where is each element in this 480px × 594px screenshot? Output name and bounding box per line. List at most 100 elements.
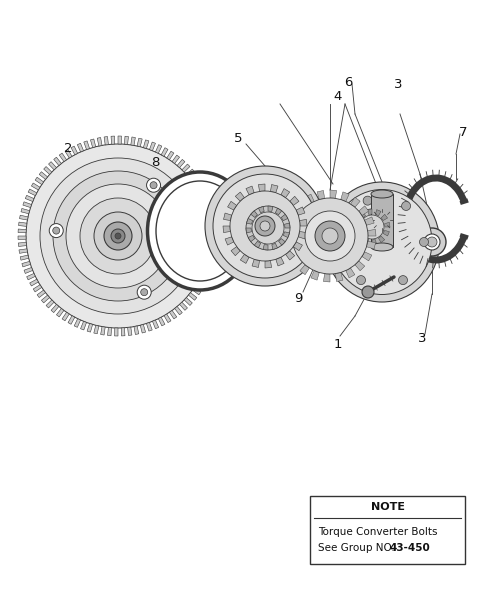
Polygon shape bbox=[366, 241, 375, 249]
Polygon shape bbox=[24, 267, 33, 273]
Polygon shape bbox=[258, 207, 264, 213]
Polygon shape bbox=[131, 137, 135, 146]
Polygon shape bbox=[298, 232, 307, 239]
Circle shape bbox=[427, 237, 437, 247]
Circle shape bbox=[424, 234, 440, 250]
Polygon shape bbox=[224, 213, 232, 220]
Circle shape bbox=[53, 227, 60, 234]
Polygon shape bbox=[84, 141, 90, 150]
Polygon shape bbox=[268, 206, 273, 211]
Circle shape bbox=[246, 206, 290, 250]
Polygon shape bbox=[172, 155, 180, 163]
Polygon shape bbox=[44, 166, 52, 175]
Circle shape bbox=[357, 276, 365, 285]
Polygon shape bbox=[209, 245, 217, 250]
Polygon shape bbox=[286, 251, 295, 260]
Polygon shape bbox=[20, 255, 29, 260]
Polygon shape bbox=[270, 185, 278, 192]
Polygon shape bbox=[21, 208, 30, 214]
Circle shape bbox=[150, 182, 157, 189]
Polygon shape bbox=[182, 164, 190, 172]
Circle shape bbox=[315, 221, 345, 251]
Polygon shape bbox=[285, 223, 290, 228]
Polygon shape bbox=[28, 189, 37, 195]
Polygon shape bbox=[128, 327, 132, 336]
Polygon shape bbox=[20, 215, 28, 220]
Circle shape bbox=[336, 238, 345, 247]
Circle shape bbox=[402, 201, 410, 210]
Polygon shape bbox=[204, 264, 213, 270]
Polygon shape bbox=[115, 328, 118, 336]
Polygon shape bbox=[235, 192, 244, 201]
Ellipse shape bbox=[156, 181, 244, 281]
Circle shape bbox=[292, 198, 368, 274]
Polygon shape bbox=[18, 229, 26, 233]
Circle shape bbox=[213, 174, 317, 278]
Polygon shape bbox=[278, 239, 285, 245]
Polygon shape bbox=[39, 172, 48, 179]
Polygon shape bbox=[59, 153, 67, 162]
Polygon shape bbox=[311, 270, 319, 280]
Circle shape bbox=[53, 171, 183, 301]
Polygon shape bbox=[167, 151, 174, 160]
Polygon shape bbox=[46, 300, 54, 308]
Polygon shape bbox=[286, 247, 295, 255]
Circle shape bbox=[141, 289, 148, 296]
Polygon shape bbox=[196, 282, 204, 289]
Polygon shape bbox=[231, 247, 240, 255]
Circle shape bbox=[418, 228, 446, 256]
Polygon shape bbox=[33, 285, 42, 292]
Circle shape bbox=[363, 196, 372, 205]
Polygon shape bbox=[23, 202, 32, 207]
Polygon shape bbox=[111, 136, 115, 144]
Circle shape bbox=[104, 222, 132, 250]
Text: 8: 8 bbox=[151, 156, 159, 169]
Text: 9: 9 bbox=[294, 292, 302, 305]
Text: NOTE: NOTE bbox=[371, 502, 405, 512]
Polygon shape bbox=[189, 293, 197, 301]
Polygon shape bbox=[305, 194, 314, 204]
Polygon shape bbox=[74, 319, 81, 327]
Polygon shape bbox=[68, 315, 75, 324]
Ellipse shape bbox=[324, 182, 440, 302]
Polygon shape bbox=[210, 232, 218, 236]
Polygon shape bbox=[300, 219, 307, 226]
Circle shape bbox=[420, 238, 429, 247]
Polygon shape bbox=[295, 201, 305, 211]
Text: Torque Converter Bolts: Torque Converter Bolts bbox=[318, 527, 437, 537]
Polygon shape bbox=[156, 145, 162, 153]
Bar bbox=[310, 496, 465, 564]
Polygon shape bbox=[65, 150, 72, 158]
Polygon shape bbox=[336, 273, 343, 282]
Polygon shape bbox=[225, 237, 234, 245]
Text: 2: 2 bbox=[64, 143, 72, 156]
Polygon shape bbox=[158, 317, 165, 326]
Polygon shape bbox=[341, 192, 349, 201]
Polygon shape bbox=[252, 260, 260, 267]
Polygon shape bbox=[19, 249, 27, 254]
Circle shape bbox=[94, 212, 142, 260]
Polygon shape bbox=[18, 242, 26, 247]
Polygon shape bbox=[204, 198, 212, 204]
Polygon shape bbox=[35, 177, 44, 185]
Circle shape bbox=[115, 233, 121, 239]
Polygon shape bbox=[169, 311, 177, 319]
Polygon shape bbox=[87, 324, 93, 332]
Polygon shape bbox=[290, 196, 299, 206]
Polygon shape bbox=[317, 191, 324, 200]
Polygon shape bbox=[54, 157, 61, 166]
Polygon shape bbox=[144, 140, 149, 148]
Polygon shape bbox=[365, 217, 374, 225]
Polygon shape bbox=[379, 236, 385, 242]
Polygon shape bbox=[384, 222, 390, 227]
Ellipse shape bbox=[371, 243, 393, 251]
Polygon shape bbox=[77, 143, 84, 152]
Text: 7: 7 bbox=[459, 125, 467, 138]
Polygon shape bbox=[359, 211, 365, 218]
Polygon shape bbox=[276, 257, 284, 266]
Polygon shape bbox=[371, 194, 393, 247]
Polygon shape bbox=[248, 235, 255, 242]
Polygon shape bbox=[205, 205, 214, 211]
Polygon shape bbox=[209, 226, 218, 230]
Polygon shape bbox=[101, 327, 105, 335]
